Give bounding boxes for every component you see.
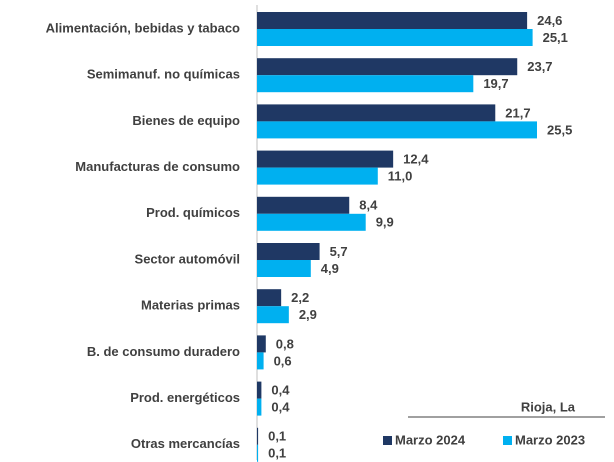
value-label: 12,4 [403,152,429,167]
category-label: Materias primas [141,298,240,313]
value-label: 0,8 [276,336,294,351]
bar [257,289,282,307]
value-label: 25,5 [547,122,572,137]
value-label: 0,1 [268,429,286,444]
bar [257,121,537,139]
category-label: Alimentación, bebidas y tabaco [46,20,240,35]
legend-label: Marzo 2024 [395,432,466,447]
category-label: Prod. energéticos [130,390,240,405]
value-label: 0,4 [271,383,290,398]
value-label: 24,6 [537,13,562,28]
value-label: 11,0 [388,169,413,184]
bar [257,398,262,416]
value-label: 23,7 [527,59,552,74]
value-label: 0,6 [274,353,292,368]
value-label: 0,1 [268,446,286,461]
bar [257,352,264,370]
bar [257,427,259,445]
bar [257,213,366,231]
bar [257,150,394,168]
bar [257,58,518,76]
bar [257,167,378,185]
annotation: Rioja, La [521,399,576,414]
category-label: Prod. químicos [146,205,240,220]
bar [257,444,259,462]
category-label: Otras mercancías [131,436,240,451]
bar [257,335,266,353]
bar [257,243,320,260]
bar [257,75,474,93]
value-label: 19,7 [483,76,508,91]
category-label: B. de consumo duradero [87,344,240,359]
bar [257,306,289,324]
value-label: 25,1 [543,30,568,45]
legend-label: Marzo 2023 [515,432,585,447]
category-label: Semimanuf. no químicas [87,67,240,82]
bar [257,260,311,277]
value-label: 8,4 [359,198,378,213]
value-label: 0,4 [271,400,290,415]
value-label: 5,7 [330,244,348,259]
bar [257,12,528,29]
category-label: Bienes de equipo [132,113,240,128]
value-label: 2,2 [291,290,309,305]
value-label: 21,7 [505,105,530,120]
legend-swatch [503,436,512,445]
value-label: 4,9 [321,261,339,276]
bar [257,196,350,214]
value-label: 9,9 [376,215,394,230]
value-label: 2,9 [299,307,317,322]
category-label: Manufacturas de consumo [75,159,240,174]
bar [257,29,533,46]
legend-swatch [383,436,392,445]
bar [257,104,496,122]
bar [257,381,262,399]
category-label: Sector automóvil [135,251,240,266]
